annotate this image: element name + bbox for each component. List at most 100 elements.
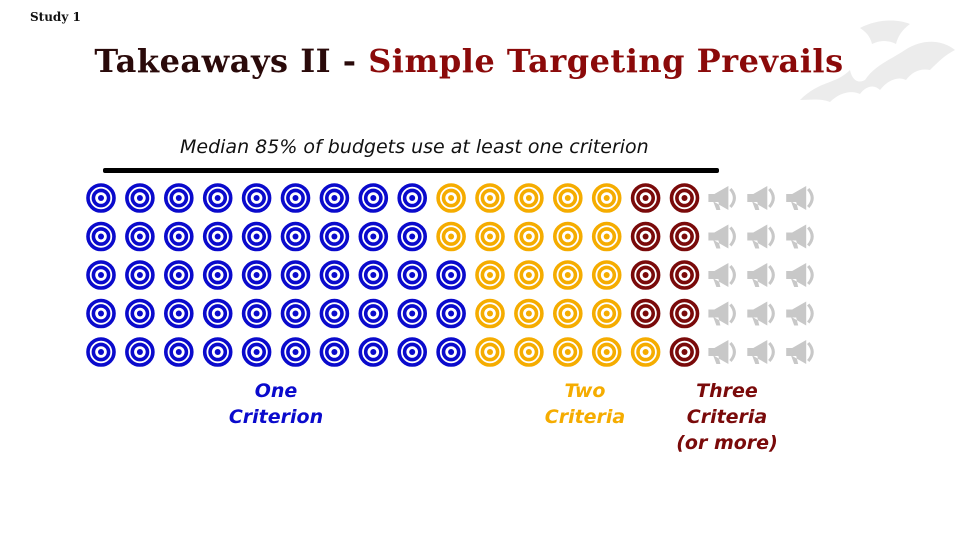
target-icon-one [202,298,233,329]
median-note: Median 85% of budgets use at least one c… [180,136,649,158]
title-highlight: Simple Targeting Prevails [368,42,844,80]
target-icon-one [164,221,194,252]
megaphone-icon-none [747,263,775,287]
target-icon-two [514,221,544,252]
target-icon-two [552,183,583,213]
target-icon-three [669,337,700,367]
label-three-criteria: Three Criteria (or more) [662,378,792,456]
megaphone-icon-none [786,186,814,210]
target-icon-two [591,298,622,329]
label-three-line1: Three [696,380,758,402]
target-icon-two [630,337,661,367]
megaphone-icon-none [747,224,775,249]
target-icon-one [202,221,233,252]
target-icon-one [358,221,389,252]
megaphone-icon-none [747,340,775,364]
target-icon-one [202,260,233,290]
target-icon-two [514,337,544,367]
megaphone-icon-none [747,186,775,210]
target-icon-one [436,298,466,329]
target-icon-three [669,183,700,213]
target-icon-one [164,298,194,329]
target-icon-one [86,260,116,290]
target-icon-one [358,260,389,290]
label-one-line2: Criterion [228,406,324,428]
title-prefix: Takeaways II - [94,42,369,80]
target-icon-two [552,260,583,290]
target-icon-one [280,260,311,290]
target-icon-one [397,183,428,213]
target-icon-one [319,298,350,329]
target-icon-one [397,337,428,367]
megaphone-icon-none [747,301,775,326]
target-icon-one [280,298,311,329]
target-icon-one [241,337,272,367]
target-icon-one [125,183,155,213]
target-icon-one [358,298,389,329]
megaphone-icon-none [708,301,736,326]
target-icon-one [280,337,311,367]
target-icon-one [86,183,116,213]
target-icon-one [319,260,350,290]
megaphone-icon-none [786,301,814,326]
megaphone-icon-none [708,224,736,249]
target-icon-one [164,183,194,213]
target-icon-three [669,260,700,290]
target-icon-two [591,260,622,290]
label-three-line2: Criteria [686,406,768,428]
target-icon-one [436,337,466,367]
megaphone-icon-none [708,340,736,364]
target-icon-one [280,183,311,213]
target-icon-three [630,221,661,252]
target-icon-one [125,337,155,367]
target-icon-two [436,183,466,213]
target-icon-three [630,183,661,213]
target-icon-one [125,260,155,290]
target-icon-two [475,260,505,290]
megaphone-icon-none [786,224,814,249]
target-icon-two [475,221,505,252]
label-two-line1: Two [564,380,606,402]
target-icon-two [475,298,505,329]
megaphone-icon-none [708,263,736,287]
target-icon-one [436,260,466,290]
target-icon-one [319,183,350,213]
target-icon-one [358,183,389,213]
target-icon-one [280,221,311,252]
target-icon-one [202,183,233,213]
megaphone-icon-none [708,186,736,210]
target-icon-two [514,183,544,213]
target-icon-one [202,337,233,367]
target-icon-two [552,221,583,252]
target-icon-two [552,298,583,329]
target-icon-one [397,221,428,252]
target-icon-one [125,298,155,329]
target-icon-one [241,298,272,329]
target-icon-one [86,221,116,252]
target-icon-one [125,221,155,252]
target-icon-two [552,337,583,367]
bat-watermark-icon [800,20,955,102]
target-icon-three [669,298,700,329]
target-icon-one [397,298,428,329]
target-icon-two [591,337,622,367]
target-icon-one [397,260,428,290]
target-icon-one [319,337,350,367]
target-icon-two [475,183,505,213]
target-icon-one [86,337,116,367]
target-icon-three [630,298,661,329]
megaphone-icon-none [786,340,814,364]
target-icon-one [241,183,272,213]
page-title: Takeaways II - Simple Targeting Prevails [0,42,938,80]
study-label: Study 1 [30,10,81,24]
target-icon-one [241,260,272,290]
label-two-criteria: Two Criteria [525,378,645,430]
megaphone-icon-none [786,263,814,287]
target-icon-three [630,260,661,290]
target-icon-one [164,260,194,290]
target-icon-three [669,221,700,252]
label-two-line2: Criteria [544,406,626,428]
target-icon-one [164,337,194,367]
target-icon-two [514,260,544,290]
